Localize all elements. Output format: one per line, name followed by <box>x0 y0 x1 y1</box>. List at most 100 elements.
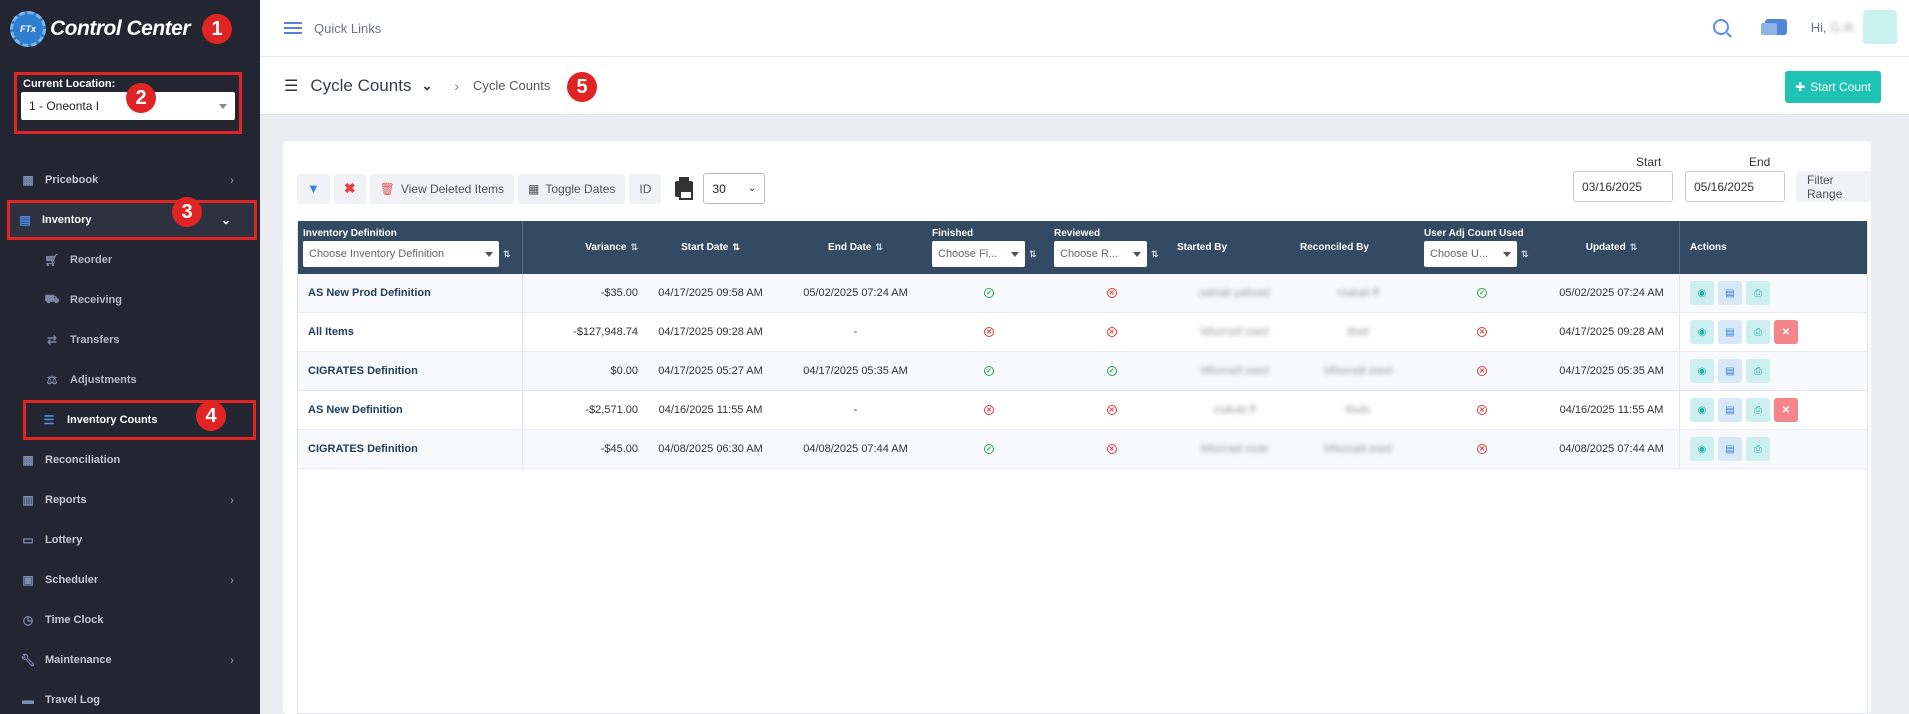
document-icon[interactable]: ▤ <box>1718 359 1742 383</box>
table-row[interactable]: All Items -$127,948.74 04/17/2025 09:28 AM… <box>298 313 1867 352</box>
search-icon[interactable] <box>1712 19 1729 35</box>
cell-definition[interactable]: CIGRATES Definition <box>298 352 523 390</box>
finished-filter-select[interactable]: Choose Fi... <box>932 241 1025 267</box>
view-deleted-label: View Deleted Items <box>400 181 505 196</box>
definition-filter-select[interactable]: Choose Inventory Definition <box>303 241 499 267</box>
quick-links[interactable]: Quick Links <box>314 20 382 36</box>
view-eye-icon[interactable]: ◉ <box>1690 281 1714 305</box>
sidebar-subitem-transfers[interactable]: ⇄ Transfers <box>0 320 260 360</box>
print-icon[interactable] <box>675 176 694 200</box>
chevron-down-icon[interactable]: ⌄ <box>421 77 433 93</box>
user-greeting[interactable]: Hi, G.R. <box>1811 20 1857 35</box>
document-icon[interactable]: ▤ <box>1718 281 1742 305</box>
sidebar-item-time-clock[interactable]: ◷ Time Clock <box>0 600 260 640</box>
cell-definition[interactable]: AS New Prod Definition <box>298 274 523 312</box>
sidebar-item-reconciliation[interactable]: ▦ Reconciliation <box>0 440 260 480</box>
end-date-input[interactable]: 05/16/2025 <box>1685 171 1785 202</box>
table-row[interactable]: AS New Prod Definition -$35.00 04/17/2025 … <box>298 274 1867 313</box>
sidebar-subitem-inventory-counts[interactable]: ☰ Inventory Counts <box>23 400 256 440</box>
reconciled-by-value: Bsds <box>1345 404 1371 416</box>
chevron-right-icon: › <box>230 173 234 187</box>
cell-definition[interactable]: All Items <box>298 313 523 351</box>
cell-finished: ✓ <box>928 430 1050 468</box>
page-size-select[interactable]: 30 ⌄ <box>703 173 766 204</box>
filter-button[interactable]: ▼ <box>297 173 330 204</box>
table-header: Inventory Definition Choose Inventory De… <box>298 221 1867 274</box>
avatar[interactable] <box>1863 10 1897 44</box>
sidebar-item-lottery[interactable]: ▭ Lottery <box>0 520 260 560</box>
start-date-input[interactable]: 03/16/2025 <box>1573 171 1673 202</box>
toggle-dates-button[interactable]: ▦ Toggle Dates <box>518 173 626 204</box>
cell-reconciled-by: makak ff <box>1296 274 1420 312</box>
document-icon[interactable]: ▤ <box>1718 437 1742 461</box>
breadcrumb: Cycle Counts <box>473 78 551 93</box>
reviewed-filter-select[interactable]: Choose R... <box>1054 241 1147 267</box>
cell-definition[interactable]: CIGRATES Definition <box>298 430 523 468</box>
caret-down-icon <box>485 251 493 257</box>
sidebar-item-travel-log[interactable]: ▬ Travel Log <box>0 680 260 714</box>
sidebar-subitem-adjustments[interactable]: ⚖ Adjustments <box>0 360 260 400</box>
cell-actions: ◉ ▤ ⎙ <box>1679 352 1819 390</box>
cell-actions: ◉ ▤ ⎙ ✕ <box>1679 313 1819 351</box>
sidebar-subitem-reorder[interactable]: 🛒︎ Reorder <box>0 240 260 280</box>
print-icon[interactable]: ⎙ <box>1746 359 1770 383</box>
check-circle-icon: ✓ <box>984 444 994 454</box>
delete-icon[interactable]: ✕ <box>1774 398 1798 422</box>
sidebar-item-inventory[interactable]: ▤ Inventory ⌄ <box>7 200 257 240</box>
print-icon[interactable]: ⎙ <box>1746 398 1770 422</box>
table-row[interactable]: AS New Definition -$2,571.00 04/16/2025 11… <box>298 391 1867 430</box>
id-button[interactable]: ID <box>629 173 662 204</box>
document-icon[interactable]: ▤ <box>1718 320 1742 344</box>
sidebar-item-reports[interactable]: ▥ Reports › <box>0 480 260 520</box>
cell-reconciled-by: Mlsoradi ssed <box>1296 352 1420 390</box>
filter-range-button[interactable]: Filter Range <box>1796 171 1871 202</box>
wrench-icon: 🔧︎ <box>20 653 36 667</box>
print-icon[interactable]: ⎙ <box>1746 281 1770 305</box>
delete-icon[interactable]: ✕ <box>1774 320 1798 344</box>
sidebar-item-pricebook[interactable]: ▦ Pricebook › <box>0 160 260 200</box>
document-icon[interactable]: ▤ <box>1718 398 1742 422</box>
start-count-button[interactable]: ✚ Start Count <box>1785 71 1881 103</box>
view-eye-icon[interactable]: ◉ <box>1690 359 1714 383</box>
cell-started-by: Mlsoradi ssed <box>1173 352 1296 390</box>
annotation-badge-4: 4 <box>196 401 226 431</box>
clear-filter-button[interactable]: ✖ <box>333 173 366 204</box>
menu-icon[interactable] <box>284 19 302 37</box>
page-title[interactable]: Cycle Counts <box>310 75 412 95</box>
col-finished: Finished Choose Fi... ⇅ <box>928 221 1050 274</box>
sort-icon[interactable]: ⇅ <box>1521 248 1529 259</box>
sidebar-item-scheduler[interactable]: ▣ Scheduler › <box>0 560 260 600</box>
cell-variance: -$35.00 <box>600 287 638 299</box>
cell-reconciled-by: Mlsoradi ssed <box>1296 430 1420 468</box>
started-by-value: Mlsoradi ssed <box>1200 365 1269 377</box>
col-end-date[interactable]: End Date ⇅ <box>783 221 928 274</box>
print-icon[interactable]: ⎙ <box>1746 320 1770 344</box>
sort-icon[interactable]: ⇅ <box>503 248 511 259</box>
col-start-date[interactable]: Start Date ⇅ <box>638 221 783 274</box>
table-row[interactable]: CIGRATES Definition $0.00 04/17/2025 05:27… <box>298 352 1867 391</box>
print-icon[interactable]: ⎙ <box>1746 437 1770 461</box>
sort-icon: ⇅ <box>875 242 883 252</box>
sidebar-subitem-receiving[interactable]: ⛟ Receiving <box>0 280 260 320</box>
col-updated[interactable]: Updated ⇅ <box>1544 221 1679 274</box>
user-adj-filter-select[interactable]: Choose U... <box>1424 241 1517 267</box>
sort-icon[interactable]: ⇅ <box>1151 248 1159 259</box>
table-row[interactable]: CIGRATES Definition -$45.00 04/08/2025 06:… <box>298 430 1867 469</box>
x-circle-icon: ✕ <box>1477 366 1487 376</box>
cell-updated: 04/16/2025 11:55 AM <box>1559 404 1664 416</box>
sidebar-item-label: Receiving <box>70 294 122 306</box>
cell-definition[interactable]: AS New Definition <box>298 391 523 429</box>
app-logo[interactable]: FTx Control Center <box>0 0 260 58</box>
cell-end-date: - <box>853 404 858 416</box>
view-eye-icon[interactable]: ◉ <box>1690 398 1714 422</box>
sidebar-item-maintenance[interactable]: 🔧︎ Maintenance › <box>0 640 260 680</box>
cell-user-adj: ✕ <box>1420 430 1544 468</box>
count-list-icon: ☰ <box>284 77 299 95</box>
view-eye-icon[interactable]: ◉ <box>1690 320 1714 344</box>
col-variance[interactable]: Variance ⇅ <box>523 221 638 274</box>
view-deleted-button[interactable]: 🗑︎ View Deleted Items <box>369 173 515 204</box>
cell-reviewed: ✕ <box>1050 430 1173 468</box>
view-eye-icon[interactable]: ◉ <box>1690 437 1714 461</box>
chat-icon[interactable] <box>1760 19 1787 35</box>
sort-icon[interactable]: ⇅ <box>1029 248 1037 259</box>
